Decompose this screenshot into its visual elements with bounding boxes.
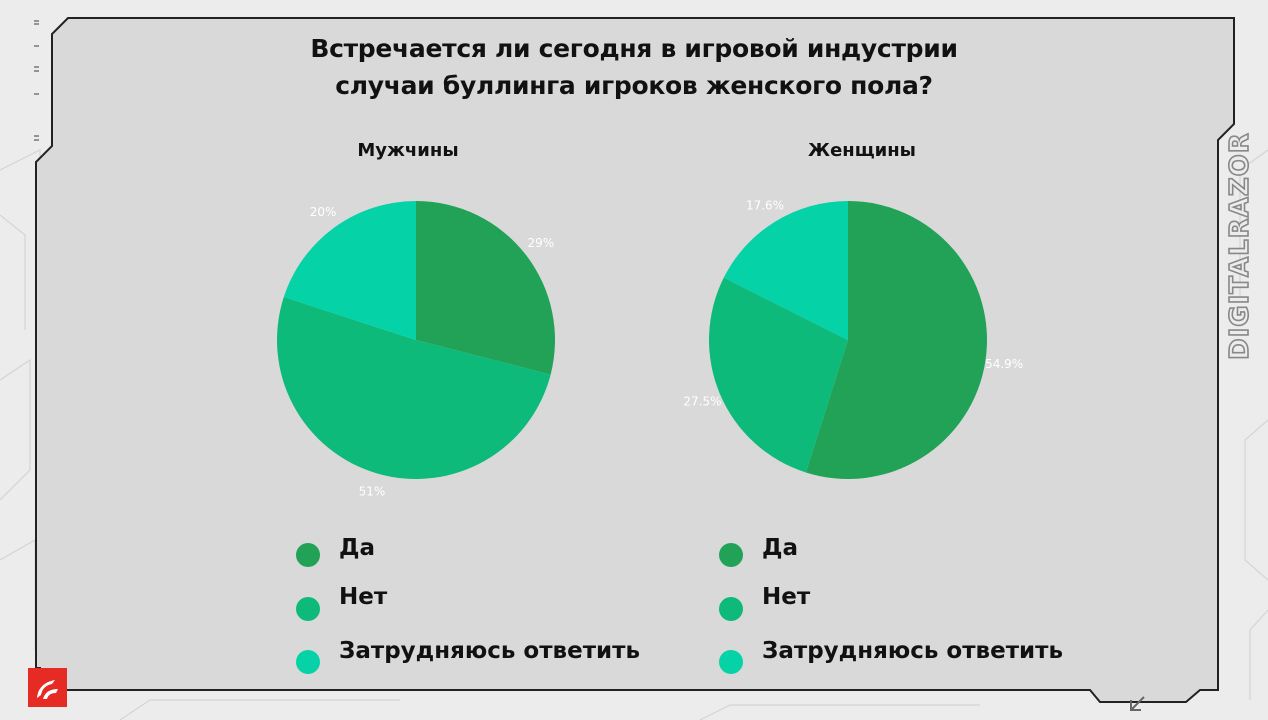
men-value-label-0: 29% — [528, 236, 555, 250]
men-value-label-1: 51% — [359, 485, 386, 499]
men-chart-title: Мужчины — [357, 140, 459, 161]
legend-dot-no — [719, 597, 743, 621]
page-title: Встречается ли сегодня в игровой индустр… — [0, 30, 1268, 104]
side-tick-marks — [34, 20, 39, 141]
women-slice-0 — [805, 201, 987, 479]
women-value-label-1: 27.5% — [683, 394, 721, 408]
legend-label: Затрудняюсь ответить — [339, 638, 641, 664]
men-slice-1 — [277, 297, 551, 479]
brand-wordmark: DIGITALRAZOR — [1224, 131, 1256, 360]
women-value-label-2: 17.6% — [746, 199, 784, 213]
legend-label: Затрудняюсь ответить — [762, 638, 1064, 664]
digitalrazor-logo-icon — [28, 668, 67, 707]
men-slice-0 — [416, 201, 555, 375]
women-slice-2 — [723, 201, 848, 340]
legend-dot-hard-to-say — [719, 650, 743, 674]
women-chart-title: Женщины — [808, 140, 916, 161]
title-line-2: случаи буллинга игроков женского пола? — [335, 71, 933, 100]
men-pie-chart: 29% 51% 20% — [277, 201, 555, 499]
legend-label: Нет — [339, 584, 388, 610]
legend-label: Нет — [762, 584, 811, 610]
men-slice-2 — [283, 201, 416, 340]
title-line-1: Встречается ли сегодня в игровой индустр… — [310, 34, 958, 63]
women-value-label-0: 54.9% — [985, 357, 1023, 371]
legend-dot-yes — [296, 543, 320, 567]
legend-dot-hard-to-say — [296, 650, 320, 674]
legend-label: Да — [762, 535, 799, 561]
legend-dot-yes — [719, 543, 743, 567]
legend-label: Да — [339, 535, 376, 561]
men-value-label-2: 20% — [310, 205, 337, 219]
legend-dot-no — [296, 597, 320, 621]
women-pie-chart: 54.9% 27.5% 17.6% — [683, 199, 1023, 479]
arrow-down-left-icon — [1130, 696, 1145, 711]
women-slice-1 — [709, 277, 848, 473]
